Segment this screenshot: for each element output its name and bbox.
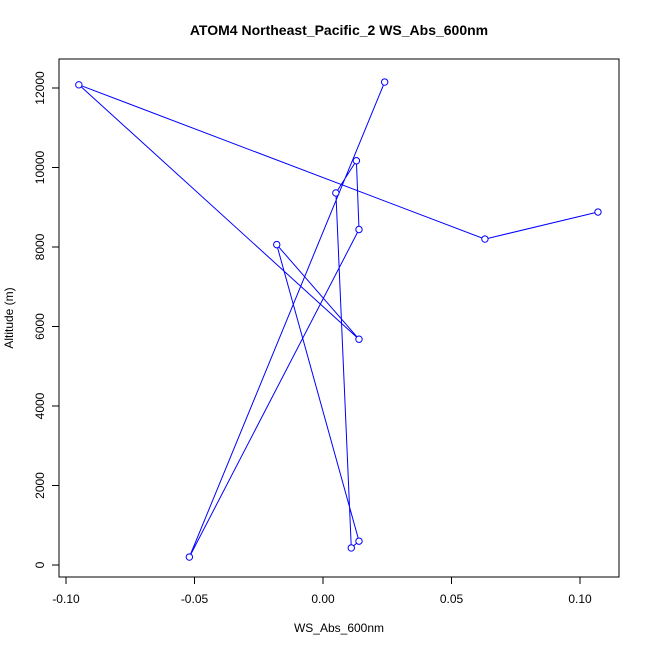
data-point bbox=[355, 335, 363, 343]
y-tick-label: 0 bbox=[33, 561, 47, 568]
x-tick-label: -0.10 bbox=[52, 592, 80, 606]
y-tick-label: 12000 bbox=[33, 71, 47, 105]
y-axis-label: Altitude (m) bbox=[2, 287, 16, 348]
data-point bbox=[75, 81, 83, 89]
chart-title: ATOM4 Northeast_Pacific_2 WS_Abs_600nm bbox=[190, 22, 488, 38]
data-series bbox=[75, 78, 602, 561]
x-tick-label: -0.05 bbox=[181, 592, 209, 606]
y-tick-label: 10000 bbox=[33, 150, 47, 184]
y-tick-label: 2000 bbox=[33, 472, 47, 499]
x-tick-label: 0.05 bbox=[440, 592, 464, 606]
data-point bbox=[332, 189, 340, 197]
data-point bbox=[594, 208, 602, 216]
x-axis-label: WS_Abs_600nm bbox=[294, 621, 384, 635]
data-point bbox=[355, 225, 363, 234]
x-tick-label: 0.10 bbox=[568, 592, 592, 606]
data-point bbox=[355, 537, 363, 545]
series-line bbox=[78, 81, 599, 558]
x-tick-label: 0.00 bbox=[311, 592, 335, 606]
data-point bbox=[481, 235, 489, 243]
x-axis: -0.10 -0.05 0.00 0.05 0.10 bbox=[52, 576, 592, 606]
data-point bbox=[380, 78, 389, 86]
data-point bbox=[185, 553, 194, 561]
y-tick-label: 8000 bbox=[33, 233, 47, 260]
data-point bbox=[273, 240, 281, 249]
y-axis: 0 2000 4000 6000 8000 10000 12000 bbox=[33, 71, 60, 568]
y-tick-label: 4000 bbox=[33, 392, 47, 419]
data-point bbox=[352, 157, 361, 165]
y-tick-label: 6000 bbox=[33, 313, 47, 340]
data-point bbox=[347, 544, 355, 552]
